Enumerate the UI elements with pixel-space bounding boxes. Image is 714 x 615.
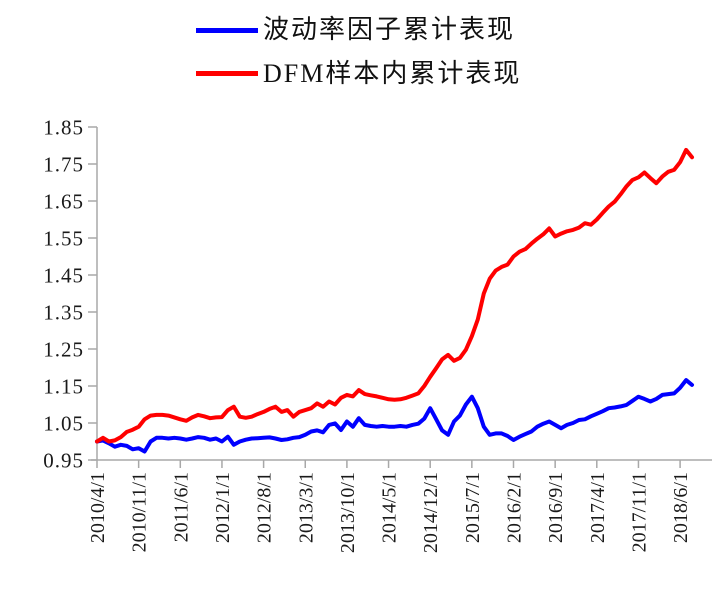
y-tick-label: 1.55 xyxy=(43,227,84,251)
y-tick-label: 1.75 xyxy=(43,153,84,177)
legend-line-red-icon xyxy=(196,71,258,77)
x-tick-label: 2013/3/1 xyxy=(295,472,317,543)
legend-line-blue-icon xyxy=(196,27,258,33)
series-line-dfm-in-sample xyxy=(95,147,694,444)
y-tick-label: 1.65 xyxy=(43,190,84,214)
x-tick-label: 2013/10/1 xyxy=(337,472,359,553)
y-tick-label: 1.25 xyxy=(43,338,84,362)
y-tick-label: 1.35 xyxy=(43,301,84,325)
x-tick-label: 2016/2/1 xyxy=(504,472,526,543)
legend-item-volatility-factor: 波动率因子累计表现 xyxy=(196,15,521,45)
y-tick-label: 1.85 xyxy=(43,116,84,140)
chart-legend: 波动率因子累计表现 DFM样本内累计表现 xyxy=(196,15,522,89)
legend-label-volatility-factor: 波动率因子累计表现 xyxy=(263,15,516,44)
x-tick-label: 2011/6/1 xyxy=(170,472,192,542)
x-tick-label: 2012/1/1 xyxy=(212,472,234,543)
x-tick-label: 2014/12/1 xyxy=(420,472,442,553)
x-tick-label: 2014/5/1 xyxy=(379,472,401,543)
y-tick-label: 1.45 xyxy=(43,264,84,288)
y-tick-label: 0.95 xyxy=(43,449,84,473)
x-tick-label: 2010/11/1 xyxy=(129,472,151,552)
x-tick-label: 2010/4/1 xyxy=(87,472,109,543)
x-tick-label: 2015/7/1 xyxy=(462,472,484,543)
x-tick-label: 2016/9/1 xyxy=(545,472,567,543)
x-tick-label: 2018/6/1 xyxy=(670,472,692,543)
y-tick-label: 1.05 xyxy=(43,412,84,436)
x-tick-label: 2012/8/1 xyxy=(254,472,276,543)
x-tick-label: 2017/4/1 xyxy=(587,472,609,543)
series-line-volatility-factor xyxy=(95,378,694,454)
legend-label-dfm-in-sample: DFM样本内累计表现 xyxy=(263,58,522,88)
legend-item-dfm-in-sample: DFM样本内累计表现 xyxy=(196,58,522,89)
y-tick-label: 1.15 xyxy=(43,375,84,399)
x-tick-label: 2017/11/1 xyxy=(628,472,650,552)
